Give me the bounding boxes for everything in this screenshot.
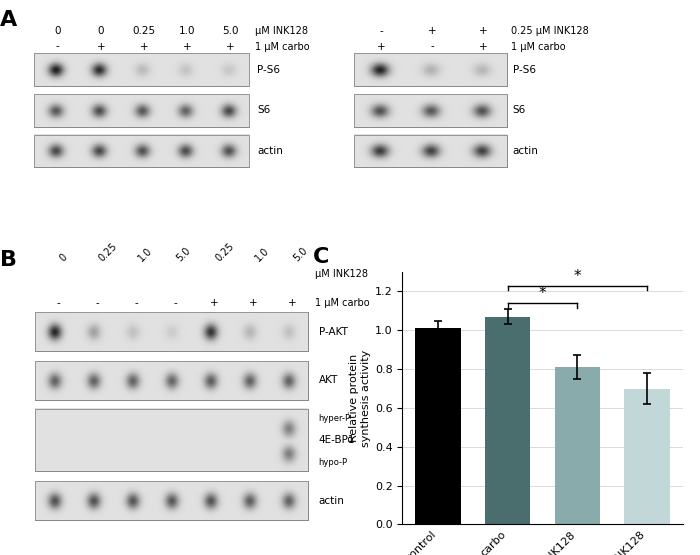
Text: P-S6: P-S6: [512, 64, 536, 74]
Bar: [34, 53, 249, 86]
Text: -: -: [430, 42, 434, 52]
Text: +: +: [479, 42, 488, 52]
Text: +: +: [226, 42, 234, 52]
Bar: [34, 53, 249, 86]
Bar: [34, 94, 249, 127]
Text: +: +: [288, 298, 296, 309]
Text: AKT: AKT: [318, 375, 338, 385]
Text: μM INK128: μM INK128: [255, 27, 308, 37]
Bar: [35, 481, 308, 520]
Bar: [354, 135, 507, 168]
Text: μM INK128: μM INK128: [315, 269, 368, 279]
Bar: [415, 328, 461, 524]
Text: S6: S6: [258, 105, 271, 115]
Bar: [554, 367, 600, 524]
Bar: [35, 410, 308, 472]
Text: 5.0: 5.0: [175, 246, 193, 264]
Bar: [35, 481, 308, 520]
Text: -: -: [379, 27, 383, 37]
Text: +: +: [210, 298, 218, 309]
Text: 1.0: 1.0: [136, 246, 154, 264]
Text: 0: 0: [55, 27, 61, 37]
Bar: [35, 312, 308, 351]
Text: 1 μM carbo: 1 μM carbo: [255, 42, 309, 52]
Bar: [34, 135, 249, 168]
Text: -: -: [173, 298, 177, 309]
Text: +: +: [97, 42, 105, 52]
Text: +: +: [140, 42, 148, 52]
Text: 0.25: 0.25: [97, 241, 120, 264]
Text: +: +: [248, 298, 258, 309]
Text: hypo-P: hypo-P: [318, 458, 348, 467]
Bar: [35, 361, 308, 400]
Text: actin: actin: [318, 496, 344, 506]
Text: +: +: [377, 42, 386, 52]
Text: +: +: [183, 42, 192, 52]
Y-axis label: Relative protein
synthesis activity: Relative protein synthesis activity: [349, 350, 371, 447]
Text: actin: actin: [512, 146, 538, 156]
Text: 0: 0: [58, 252, 69, 264]
Text: 1 μM carbo: 1 μM carbo: [511, 42, 566, 52]
Text: +: +: [479, 27, 488, 37]
Text: +: +: [428, 27, 437, 37]
Bar: [354, 135, 507, 168]
Text: -: -: [56, 298, 60, 309]
Text: 5.0: 5.0: [292, 246, 310, 264]
Bar: [35, 361, 308, 400]
Text: 0.25: 0.25: [214, 241, 237, 264]
Bar: [35, 312, 308, 351]
Bar: [624, 388, 670, 524]
Bar: [354, 94, 507, 127]
Text: *: *: [539, 286, 546, 301]
Text: hyper-P: hyper-P: [318, 414, 351, 423]
Text: P-AKT: P-AKT: [318, 326, 347, 337]
Text: 1.0: 1.0: [253, 246, 271, 264]
Text: 5.0: 5.0: [222, 27, 239, 37]
Text: 0.25 μM INK128: 0.25 μM INK128: [511, 27, 589, 37]
Bar: [35, 410, 308, 472]
Text: S6: S6: [512, 105, 526, 115]
Text: B: B: [0, 250, 17, 270]
Text: -: -: [56, 42, 60, 52]
Text: P-S6: P-S6: [258, 64, 281, 74]
Bar: [485, 316, 531, 524]
Text: -: -: [95, 298, 99, 309]
Bar: [354, 53, 507, 86]
Text: *: *: [573, 269, 581, 284]
Text: 0.25: 0.25: [132, 27, 155, 37]
Text: 4E-BP1: 4E-BP1: [318, 435, 355, 446]
Text: 0: 0: [98, 27, 104, 37]
Text: A: A: [0, 10, 18, 30]
Bar: [354, 53, 507, 86]
Text: 1 μM carbo: 1 μM carbo: [315, 298, 370, 309]
Text: -: -: [134, 298, 138, 309]
Bar: [34, 135, 249, 168]
Bar: [34, 94, 249, 127]
Text: actin: actin: [258, 146, 284, 156]
Bar: [354, 94, 507, 127]
Text: C: C: [313, 246, 329, 267]
Text: 1.0: 1.0: [179, 27, 195, 37]
